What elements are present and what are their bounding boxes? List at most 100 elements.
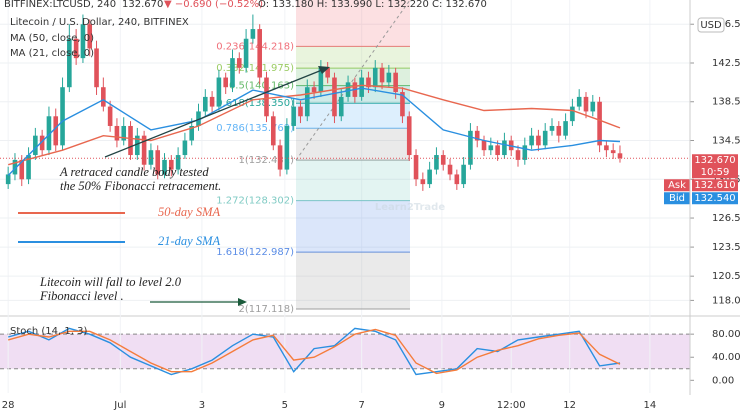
candle-body <box>203 96 208 112</box>
annotation: Fibonacci level . <box>39 289 124 303</box>
fib-label: 0.236(144.218) <box>216 41 294 52</box>
candle-body <box>570 106 575 122</box>
candle-body <box>542 130 548 146</box>
y-tick-label: 120.500 <box>712 271 740 282</box>
candle-body <box>345 82 351 97</box>
line-series <box>8 84 621 166</box>
candle-body <box>440 155 446 165</box>
candle-body <box>590 101 596 112</box>
line-series <box>8 327 621 376</box>
candle-body <box>549 125 555 131</box>
candle-body <box>583 96 589 112</box>
y-tick-label: 80.00 <box>712 329 740 340</box>
fib-label: 0.382(141.975) <box>216 63 294 74</box>
candle-body <box>53 116 59 146</box>
candle-body <box>87 24 93 49</box>
candle-body <box>434 155 439 170</box>
annotation: the 50% Fibonacci retracement. <box>60 179 221 193</box>
x-tick-label: Jul <box>113 400 126 411</box>
candle-body <box>80 24 86 59</box>
candle-body <box>332 77 337 117</box>
badge-tag <box>664 179 690 192</box>
x-tick-label: 3 <box>199 400 205 411</box>
candle-body <box>175 155 181 170</box>
candle-body <box>461 164 466 185</box>
fib-band <box>296 160 410 201</box>
header-ohlc: O: 133.180 H: 133.990 L: 132.220 C: 132.… <box>258 0 487 10</box>
candle-body <box>264 77 269 117</box>
fib-band <box>296 252 410 309</box>
annotation-arrow <box>104 69 323 158</box>
candle-body <box>33 135 38 156</box>
candle-body <box>60 87 65 146</box>
candle-body <box>495 145 500 156</box>
x-tick-label: 12:00 <box>497 400 526 411</box>
x-tick-label: 12 <box>563 400 576 411</box>
watermark: Learn2Trade <box>375 202 445 213</box>
candle-body <box>338 96 344 117</box>
candle-body <box>67 38 72 88</box>
candle-body <box>597 101 602 146</box>
candle-body <box>325 67 330 78</box>
candle-body <box>372 67 378 88</box>
candle-body <box>359 77 364 97</box>
candle-body <box>406 116 412 156</box>
candle-body <box>447 164 453 175</box>
fib-band <box>296 103 410 129</box>
candle-body <box>420 179 426 185</box>
candle-body <box>270 116 276 146</box>
candle-body <box>563 121 568 136</box>
x-tick-label: 5 <box>282 400 288 411</box>
candle-body <box>468 130 473 165</box>
candle-body <box>141 135 147 165</box>
badge-tag-label: Bid <box>669 193 685 204</box>
fib-label: 1.618(122.987) <box>216 247 294 258</box>
line-series <box>7 87 621 176</box>
fib-label: 0.618(138.350) <box>216 98 294 109</box>
candle-body <box>12 159 18 175</box>
fib-band <box>296 200 410 253</box>
candle-body <box>243 38 249 68</box>
chart-title: Litecoin / U.S. Dollar, 240, BITFINEX <box>10 17 189 28</box>
y-tick-label: 142.500 <box>712 58 740 69</box>
fib-label: 1(132.481) <box>238 155 294 166</box>
candle-body <box>291 106 296 126</box>
y-tick-label: 134.500 <box>712 136 740 147</box>
candle-body <box>536 135 541 146</box>
price-badge-label: 132.540 <box>694 193 735 204</box>
candle-body <box>46 116 52 151</box>
y-tick-label: 126.500 <box>712 213 740 224</box>
candle-body <box>311 87 317 93</box>
candle-body <box>5 174 11 185</box>
candle-body <box>148 150 154 165</box>
candle-body <box>223 77 228 88</box>
candle-body <box>250 29 256 39</box>
candle-body <box>610 150 616 154</box>
candle-body <box>386 72 392 83</box>
x-tick-label: 7 <box>358 400 364 411</box>
y-tick-label: 118.000 <box>712 295 740 306</box>
candle-body <box>182 140 188 156</box>
candle-body <box>474 130 480 141</box>
candle-body <box>162 159 167 175</box>
candle-body <box>515 150 521 160</box>
candle-body <box>39 135 45 151</box>
candle-body <box>196 111 201 126</box>
candle-body <box>169 159 174 170</box>
candle-body <box>604 145 609 151</box>
candle-body <box>298 106 303 117</box>
fib-band <box>296 128 410 161</box>
fib-label: 0.786(135.769) <box>216 123 294 134</box>
y-unit: USD <box>700 20 722 31</box>
candle-body <box>379 67 385 83</box>
candle-body <box>26 155 31 180</box>
candle-body <box>304 87 310 117</box>
candle-body <box>529 135 534 146</box>
annotation: Litecoin will fall to level 2.0 <box>39 275 182 289</box>
price-badge-time: 10:59 <box>701 167 730 178</box>
candle-body <box>488 145 494 151</box>
candle-body <box>454 174 460 185</box>
fib-label: 2(117.118) <box>238 304 294 315</box>
